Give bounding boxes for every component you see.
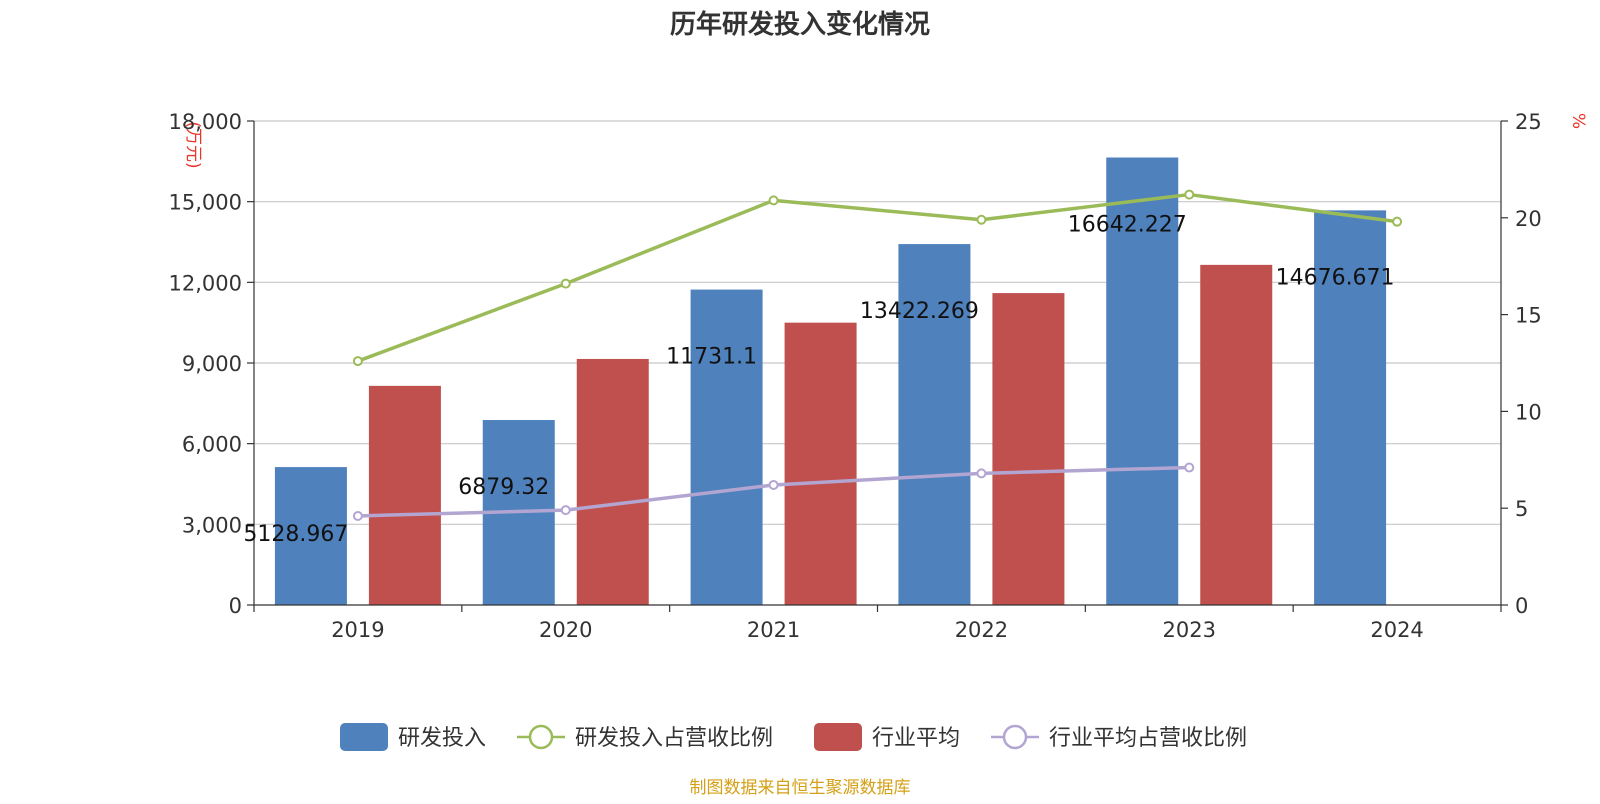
right-tick-label: 20 <box>1515 207 1542 231</box>
bar-rd-investment <box>690 289 763 605</box>
line-point <box>768 195 779 206</box>
bar-industry-average <box>992 293 1065 605</box>
legend-label[interactable]: 研发投入占营收比例 <box>575 726 773 751</box>
left-tick-label: 15,000 <box>169 191 242 215</box>
left-tick-label: 9,000 <box>182 352 242 376</box>
line-point <box>976 214 987 225</box>
left-tick-label: 3,000 <box>182 513 242 537</box>
x-tick-label: 2022 <box>955 618 1008 642</box>
right-tick-label: 10 <box>1515 400 1542 424</box>
chart-title: 历年研发投入变化情况 <box>670 9 930 40</box>
source-note: 制图数据来自恒生聚源数据库 <box>690 778 911 798</box>
line-point <box>1184 462 1195 473</box>
left-tick-label: 12,000 <box>169 271 242 295</box>
bar-data-label: 13422.269 <box>860 299 979 324</box>
x-tick-label: 2024 <box>1370 618 1423 642</box>
left-tick-label: 0 <box>229 594 242 618</box>
bar-rd-investment <box>1106 157 1179 605</box>
x-tick-label: 2020 <box>539 618 592 642</box>
left-tick-label: 6,000 <box>182 433 242 457</box>
legend-swatch <box>340 723 388 751</box>
line-point <box>560 505 571 516</box>
axis-layer: 0 3,000 6,000 9,000 12,000 15,000 18,000 0 5 10 15… <box>169 110 1542 642</box>
bar-data-label: 5128.967 <box>243 522 348 547</box>
x-tick-label: 2019 <box>331 618 384 642</box>
line-point <box>560 278 571 289</box>
bar-rd-investment <box>898 244 971 606</box>
grid-lines <box>254 120 1501 525</box>
bar-industry-average <box>576 358 649 605</box>
legend-label[interactable]: 行业平均 <box>872 726 960 751</box>
line-rd-ratio <box>357 192 1398 363</box>
line-point <box>352 510 363 521</box>
line-layer <box>352 189 1403 521</box>
legend-marker <box>528 724 554 750</box>
legend-label[interactable]: 行业平均占营收比例 <box>1049 726 1247 751</box>
bar-rd-investment <box>274 467 347 605</box>
left-axis-unit: (万元) <box>183 121 203 168</box>
right-tick-label: 15 <box>1515 304 1542 328</box>
right-tick-label: 5 <box>1515 497 1528 521</box>
line-point <box>352 356 363 367</box>
legend-label[interactable]: 研发投入 <box>398 726 486 751</box>
legend-marker <box>1002 724 1028 750</box>
right-tick-label: 0 <box>1515 594 1528 618</box>
x-tick-label: 2021 <box>747 618 800 642</box>
left-tick-label: 18,000 <box>169 110 242 134</box>
legend: 研发投入 研发投入占营收比例 行业平均 行业平均占营收比例 <box>340 723 1247 751</box>
bar-data-label: 14676.671 <box>1276 265 1395 290</box>
x-tick-label: 2023 <box>1163 618 1216 642</box>
legend-swatch <box>814 723 862 751</box>
data-label-layer: 5128.967 6879.32 11731.1 13422.269 16642.227… <box>243 213 1394 548</box>
bar-industry-average <box>368 385 441 605</box>
line-point <box>1392 216 1403 227</box>
right-axis-unit: % <box>1568 113 1588 129</box>
bar-data-label: 6879.32 <box>458 475 549 500</box>
bar-layer <box>274 157 1387 606</box>
bar-rd-investment <box>1314 210 1387 605</box>
bar-industry-average <box>1200 264 1273 605</box>
line-point <box>1184 189 1195 200</box>
right-tick-label: 25 <box>1515 110 1542 134</box>
line-point <box>768 479 779 490</box>
bar-data-label: 16642.227 <box>1068 213 1187 238</box>
bar-data-label: 11731.1 <box>666 345 757 370</box>
bar-industry-average <box>784 322 857 605</box>
line-point <box>976 468 987 479</box>
